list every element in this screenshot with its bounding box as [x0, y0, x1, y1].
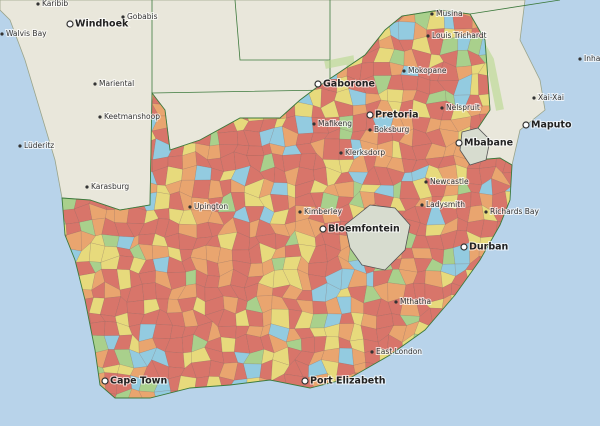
place-dot: [298, 210, 302, 214]
district: [411, 247, 433, 260]
district: [373, 62, 392, 76]
place-label: Pretoria: [375, 110, 419, 121]
place-label: Louis Trichardt: [432, 31, 487, 40]
place-label: Lüderitz: [24, 141, 54, 150]
district: [398, 21, 416, 41]
district: [366, 271, 374, 287]
place-label: Richards Bay: [490, 207, 540, 216]
place-dot: [66, 20, 74, 28]
district: [194, 165, 212, 181]
district: [301, 336, 315, 354]
place-dot: [319, 225, 327, 233]
eswatini: [459, 127, 491, 166]
district: [141, 282, 157, 301]
place-dot: [426, 34, 430, 38]
place-dot: [0, 32, 4, 36]
place-label: Mafikeng: [318, 119, 352, 128]
district: [352, 112, 368, 133]
district: [191, 179, 211, 200]
place-label: Karibib: [42, 0, 68, 8]
place-dot: [314, 80, 322, 88]
lesotho: [344, 204, 411, 271]
place-dot: [93, 82, 97, 86]
place-label: Inham: [584, 54, 600, 63]
district: [322, 138, 340, 161]
place-label: Durban: [469, 242, 509, 253]
place-label: Keetmanshoop: [104, 112, 160, 121]
place-dot: [121, 15, 125, 19]
district: [217, 325, 237, 339]
district: [138, 390, 159, 398]
place-label: Xai-Xai: [538, 93, 564, 102]
labels: Windhoek Karibib Gobabis Walvis Bay Marienta…: [0, 0, 600, 388]
place-label: Gobabis: [127, 12, 158, 21]
place-label: Port Elizabeth: [310, 376, 386, 387]
place-label: Maputo: [531, 120, 572, 131]
border: [151, 0, 561, 94]
place-dot: [578, 57, 582, 61]
place-dot: [368, 128, 372, 132]
district: [294, 115, 314, 135]
place-dot: [394, 300, 398, 304]
place-label: Karasburg: [91, 182, 129, 191]
place-label: Mokopane: [408, 66, 447, 75]
place-label: Gaborone: [323, 79, 375, 90]
district: [152, 324, 173, 339]
district: [90, 320, 106, 336]
place-label: Mbabane: [464, 138, 513, 149]
district: [207, 144, 221, 160]
place-label: Klerksdorp: [345, 148, 385, 157]
place-label: Mariental: [99, 79, 134, 88]
place-label: Bloemfontein: [328, 224, 400, 235]
place-label: Walvis Bay: [6, 29, 47, 38]
place-dot: [188, 205, 192, 209]
place-dot: [402, 69, 406, 73]
place-dot: [424, 180, 428, 184]
place-label: Musina: [436, 9, 463, 18]
place-label: Windhoek: [75, 19, 129, 30]
place-label: Nelspruit: [446, 103, 480, 112]
district: [338, 347, 354, 366]
place-dot: [85, 185, 89, 189]
place-dot: [440, 106, 444, 110]
place-dot: [430, 12, 434, 16]
district: [504, 178, 512, 193]
place-dot: [18, 144, 22, 148]
place-dot: [522, 121, 530, 129]
place-dot: [98, 115, 102, 119]
place-label: Newcastle: [430, 177, 469, 186]
place-dot: [312, 122, 316, 126]
district: [246, 145, 265, 156]
place-dot: [370, 350, 374, 354]
place-label: Ladysmith: [426, 200, 465, 209]
district: [442, 247, 456, 265]
place-label: Kimberley: [304, 207, 342, 216]
district: [126, 299, 145, 315]
district: [220, 336, 236, 353]
place-dot: [460, 243, 468, 251]
place-label: East London: [376, 347, 422, 356]
district: [217, 130, 239, 146]
district: [443, 184, 459, 197]
place-label: Cape Town: [110, 376, 167, 387]
place-dot: [455, 139, 463, 147]
district: [400, 74, 419, 91]
place-label: Mthatha: [400, 297, 431, 306]
district: [112, 388, 133, 398]
place-dot: [366, 111, 374, 119]
place-dot: [101, 377, 109, 385]
place-dot: [532, 96, 536, 100]
place-dot: [36, 2, 40, 6]
district: [185, 269, 197, 286]
place-dot: [301, 377, 309, 385]
district: [153, 191, 171, 211]
district: [502, 170, 512, 187]
place-label: Boksburg: [374, 125, 409, 134]
district: [386, 88, 404, 103]
place-dot: [339, 151, 343, 155]
place-dot: [420, 203, 424, 207]
place-label: Upington: [194, 202, 228, 211]
place-dot: [484, 210, 488, 214]
